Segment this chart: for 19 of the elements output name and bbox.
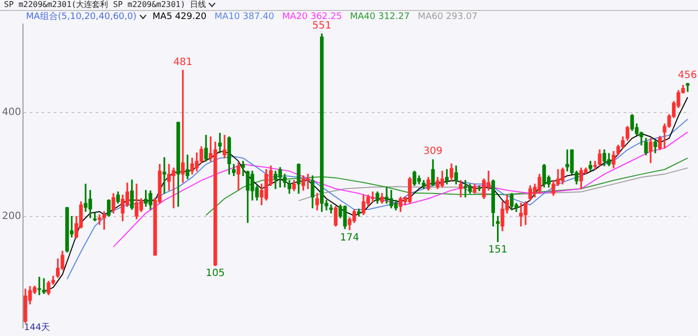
text: MA5 429.20	[152, 12, 207, 22]
annotation: 551	[312, 20, 332, 32]
y-tick-label: 200	[2, 210, 22, 222]
y-tick-label: 400	[2, 106, 22, 118]
annotation: 481	[173, 56, 192, 68]
text: MA40 312.27	[350, 12, 410, 22]
text: MA10 387.40	[214, 12, 274, 22]
annotation: 144天	[24, 323, 50, 334]
text: MA20 362.25	[282, 12, 342, 22]
annotation: 151	[488, 244, 508, 256]
chart-title: SP m2209&m2301(大连套利 SP m2209&m2301) 日线	[4, 0, 206, 9]
candlestick	[593, 160, 597, 170]
legend-title: MA组合(5,10,20,40,60,0)	[26, 12, 137, 22]
annotation: 456	[678, 70, 698, 81]
annotation: 174	[340, 232, 360, 244]
annotation: 309	[423, 146, 443, 158]
candlestick	[222, 134, 226, 158]
text: MA60 293.07	[418, 12, 478, 22]
annotation: 105	[206, 268, 225, 280]
